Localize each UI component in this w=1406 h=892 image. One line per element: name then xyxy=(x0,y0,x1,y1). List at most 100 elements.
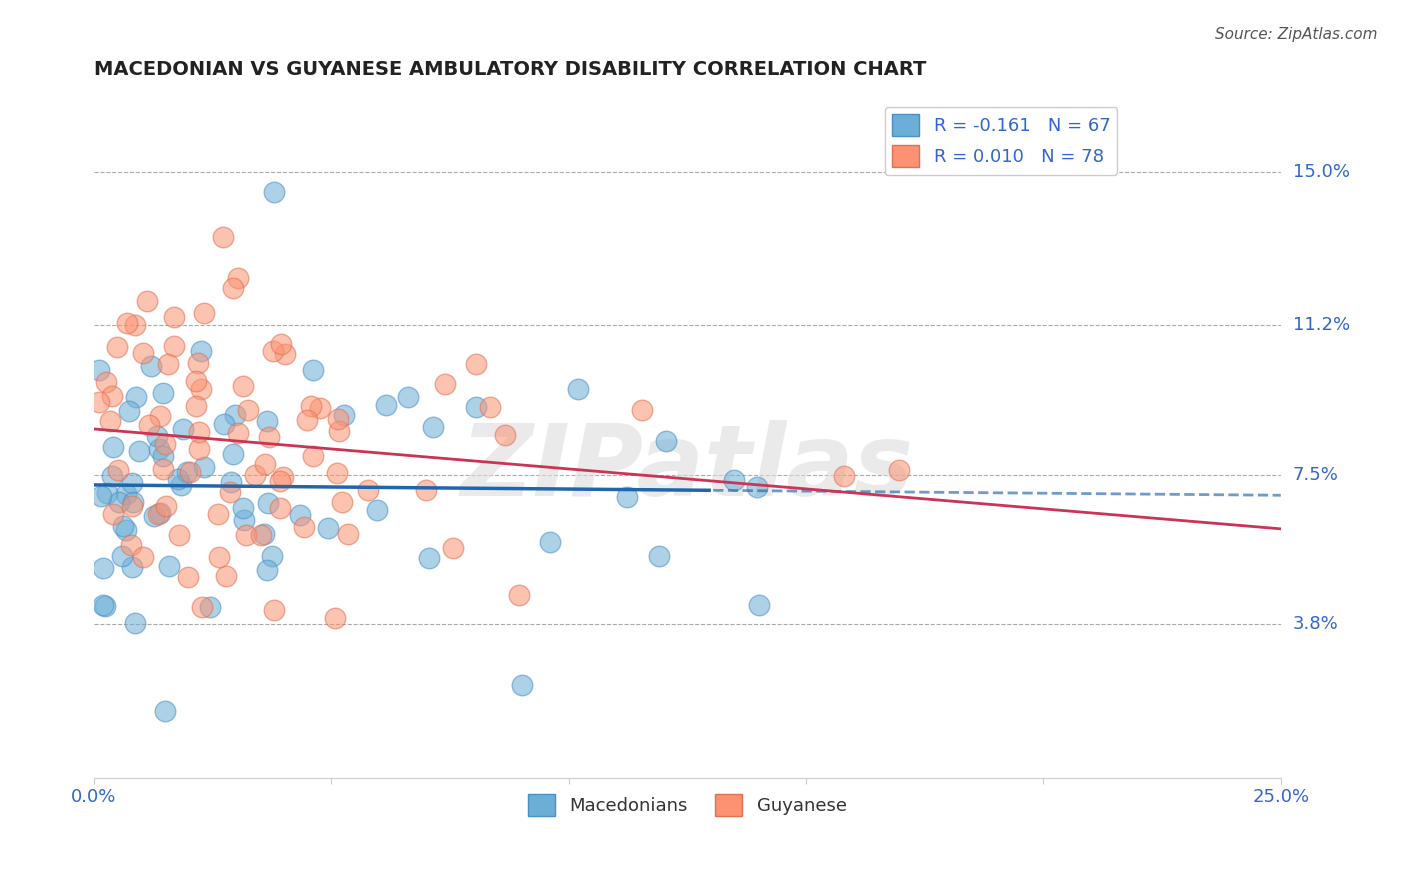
Point xyxy=(115,316,138,330)
Point xyxy=(148,506,170,520)
Point xyxy=(118,403,141,417)
Point xyxy=(323,610,346,624)
Point xyxy=(152,386,174,401)
Text: 11.2%: 11.2% xyxy=(1292,317,1350,334)
Point xyxy=(222,281,245,295)
Point xyxy=(179,466,201,480)
Point xyxy=(121,494,143,508)
Point xyxy=(233,513,256,527)
Point xyxy=(184,400,207,414)
Point xyxy=(188,442,211,456)
Point xyxy=(337,526,360,541)
Text: MACEDONIAN VS GUYANESE AMBULATORY DISABILITY CORRELATION CHART: MACEDONIAN VS GUYANESE AMBULATORY DISABI… xyxy=(94,60,927,78)
Text: 7.5%: 7.5% xyxy=(1292,466,1339,483)
Point xyxy=(256,563,278,577)
Point xyxy=(415,483,437,498)
Point xyxy=(176,465,198,479)
Point xyxy=(302,450,325,464)
Point xyxy=(193,459,215,474)
Point xyxy=(163,339,186,353)
Point xyxy=(87,363,110,377)
Point xyxy=(94,375,117,389)
Point xyxy=(121,500,143,514)
Point xyxy=(115,487,138,501)
Point xyxy=(433,377,456,392)
Point xyxy=(330,494,353,508)
Point xyxy=(91,561,114,575)
Point xyxy=(269,500,291,515)
Point xyxy=(149,409,172,424)
Point xyxy=(105,340,128,354)
Point xyxy=(226,271,249,285)
Point xyxy=(326,466,349,480)
Point xyxy=(90,489,112,503)
Point xyxy=(190,343,212,358)
Point xyxy=(232,379,254,393)
Point xyxy=(172,422,194,436)
Point xyxy=(219,475,242,490)
Point xyxy=(269,474,291,488)
Point xyxy=(128,443,150,458)
Point xyxy=(222,447,245,461)
Point xyxy=(101,388,124,402)
Point xyxy=(647,549,669,563)
Point xyxy=(270,337,292,351)
Point xyxy=(748,598,770,612)
Point xyxy=(292,520,315,534)
Point xyxy=(616,490,638,504)
Point xyxy=(166,472,188,486)
Point xyxy=(169,478,191,492)
Point xyxy=(235,528,257,542)
Point xyxy=(143,508,166,523)
Point xyxy=(155,500,177,514)
Point xyxy=(299,399,322,413)
Point xyxy=(271,470,294,484)
Point xyxy=(245,468,267,483)
Point xyxy=(101,507,124,521)
Point xyxy=(103,440,125,454)
Point xyxy=(107,495,129,509)
Point xyxy=(190,383,212,397)
Point xyxy=(465,357,488,371)
Point xyxy=(187,356,209,370)
Point xyxy=(115,524,138,538)
Point xyxy=(198,599,221,614)
Point xyxy=(226,426,249,441)
Legend: Macedonians, Guyanese: Macedonians, Guyanese xyxy=(520,787,853,823)
Point xyxy=(215,569,238,583)
Point xyxy=(152,449,174,463)
Point xyxy=(510,678,533,692)
Point xyxy=(121,475,143,490)
Point xyxy=(162,310,184,325)
Point xyxy=(443,541,465,555)
Point xyxy=(224,408,246,422)
Point xyxy=(238,402,260,417)
Point xyxy=(290,508,312,523)
Point xyxy=(375,398,398,412)
Text: 15.0%: 15.0% xyxy=(1292,163,1350,181)
Point xyxy=(538,534,561,549)
Point xyxy=(100,469,122,483)
Text: 3.8%: 3.8% xyxy=(1292,615,1339,633)
Point xyxy=(262,344,284,359)
Point xyxy=(630,403,652,417)
Point xyxy=(124,616,146,631)
Point xyxy=(259,430,281,444)
Point xyxy=(567,382,589,396)
Point xyxy=(257,496,280,510)
Point xyxy=(464,401,486,415)
Point xyxy=(87,395,110,409)
Point xyxy=(124,318,146,332)
Point xyxy=(747,479,769,493)
Point xyxy=(366,503,388,517)
Point xyxy=(167,527,190,541)
Text: Source: ZipAtlas.com: Source: ZipAtlas.com xyxy=(1215,27,1378,42)
Point xyxy=(186,374,208,388)
Point xyxy=(157,559,180,574)
Point xyxy=(121,560,143,574)
Point xyxy=(132,346,155,360)
Point xyxy=(212,417,235,432)
Point xyxy=(295,413,318,427)
Point xyxy=(120,538,142,552)
Point xyxy=(111,549,134,563)
